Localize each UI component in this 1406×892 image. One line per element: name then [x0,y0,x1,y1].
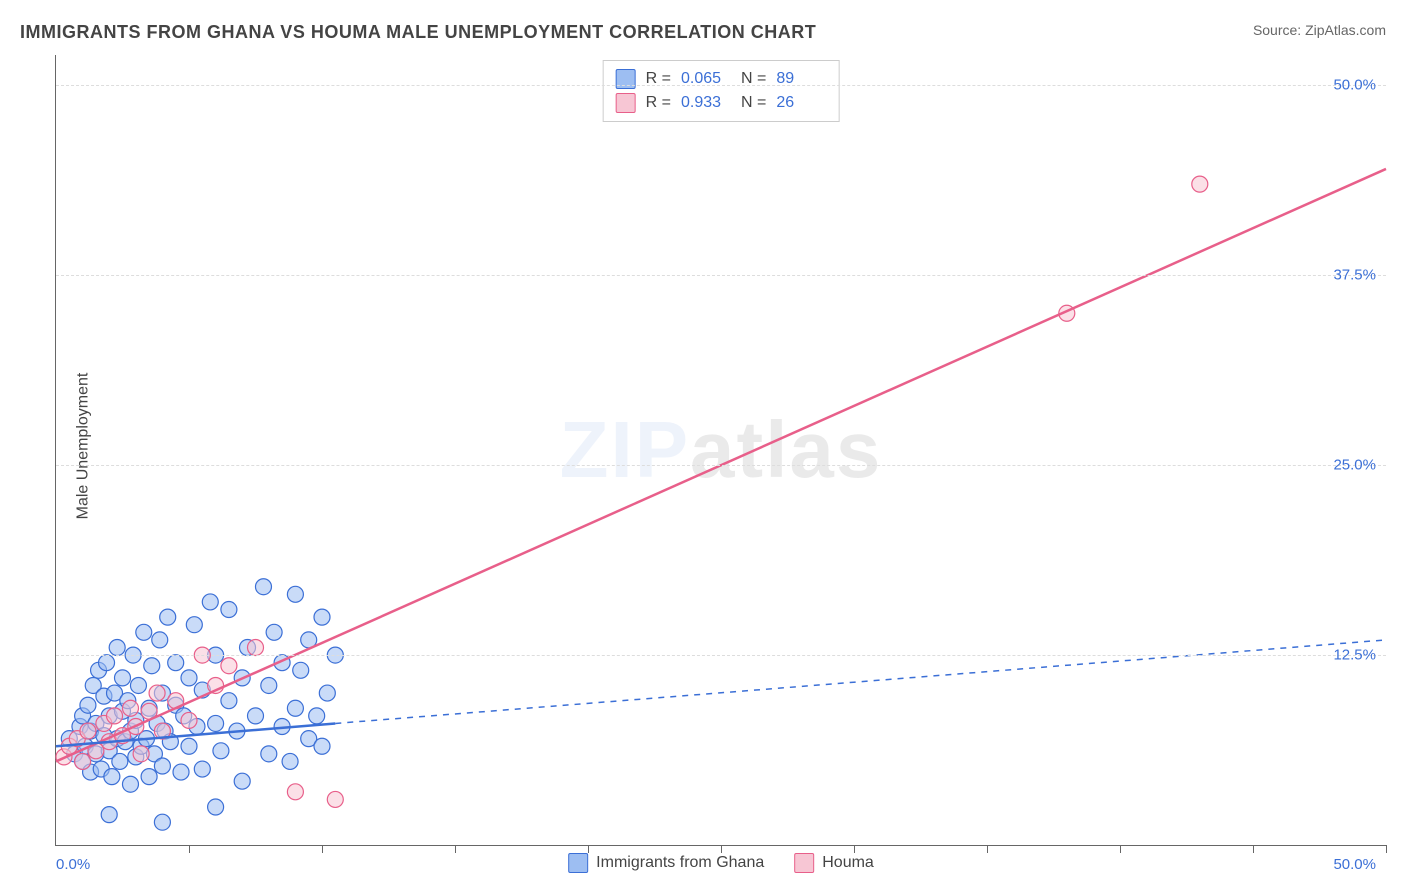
legend-swatch-b [616,93,636,113]
source-attribution: Source: ZipAtlas.com [1253,22,1386,38]
gridline-h [56,655,1386,656]
series-legend: Immigrants from Ghana Houma [568,853,874,873]
gridline-h [56,465,1386,466]
x-tick [189,845,190,853]
source-label: Source: [1253,22,1301,38]
legend-row-b: R = 0.933 N = 26 [616,91,827,115]
series-legend-item-b: Houma [794,853,874,873]
x-tick [1120,845,1121,853]
series-label-a: Immigrants from Ghana [596,854,764,872]
y-tick-label: 50.0% [1333,77,1376,94]
gridline-h [56,275,1386,276]
chart-container: IMMIGRANTS FROM GHANA VS HOUMA MALE UNEM… [0,0,1406,892]
x-tick [322,845,323,853]
legend-n-value-b: 26 [776,94,826,112]
chart-title: IMMIGRANTS FROM GHANA VS HOUMA MALE UNEM… [20,22,816,43]
x-tick [455,845,456,853]
chart-svg [56,55,1386,845]
plot-area: ZIPatlas R = 0.065 N = 89 R = 0.933 N = … [55,55,1386,846]
correlation-legend: R = 0.065 N = 89 R = 0.933 N = 26 [603,60,840,122]
y-tick-label: 25.0% [1333,457,1376,474]
x-tick [588,845,589,853]
x-tick [987,845,988,853]
series-swatch-a [568,853,588,873]
x-origin-label: 0.0% [56,856,90,873]
x-tick [854,845,855,853]
series-swatch-b [794,853,814,873]
y-tick-label: 12.5% [1333,647,1376,664]
gridline-h [56,85,1386,86]
legend-row-a: R = 0.065 N = 89 [616,67,827,91]
series-legend-item-a: Immigrants from Ghana [568,853,764,873]
x-tick [1253,845,1254,853]
source-value: ZipAtlas.com [1305,22,1386,38]
y-tick-label: 37.5% [1333,267,1376,284]
legend-r-label-b: R = [646,94,671,112]
series-label-b: Houma [822,854,874,872]
legend-r-value-b: 0.933 [681,94,731,112]
x-max-label: 50.0% [1333,856,1376,873]
legend-n-label-b: N = [741,94,766,112]
x-tick [721,845,722,853]
x-tick [1386,845,1387,853]
